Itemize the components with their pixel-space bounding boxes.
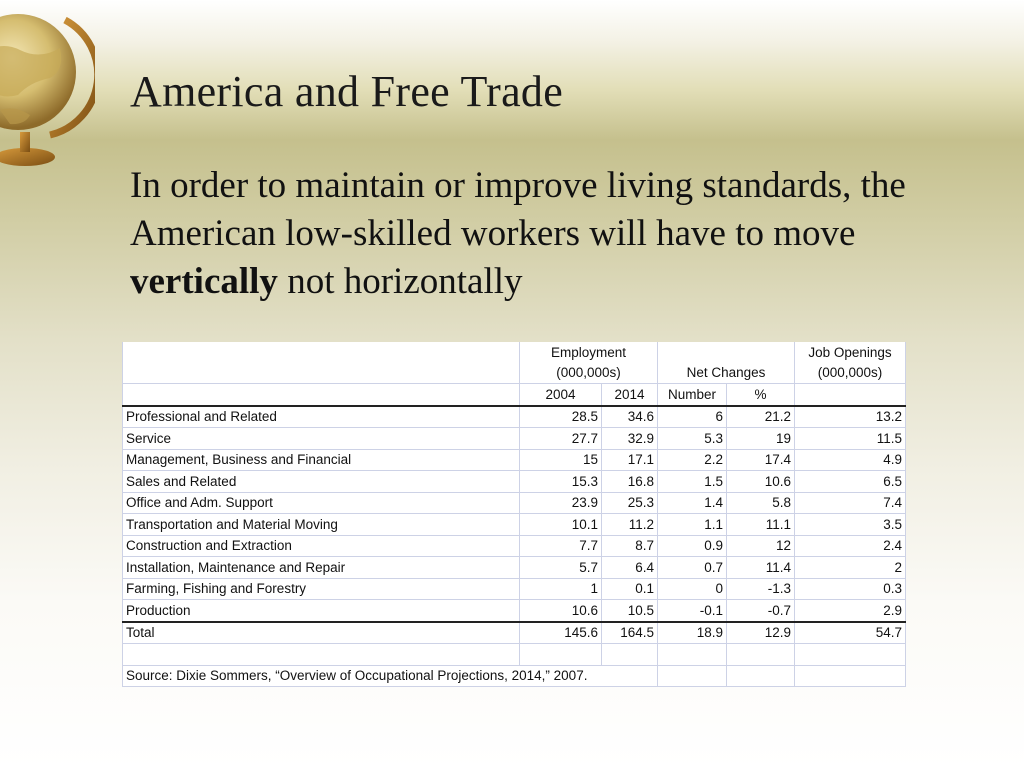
job-openings-value: 2.9 bbox=[794, 599, 906, 622]
employment-units-header: (000,000s) bbox=[519, 362, 658, 384]
total-row: Total 145.6 164.5 18.9 12.9 54.7 bbox=[122, 620, 906, 644]
net-change-number: 1.1 bbox=[657, 513, 727, 536]
slide-body-text: In order to maintain or improve living s… bbox=[130, 162, 930, 306]
value-2014: 16.8 bbox=[601, 470, 658, 493]
net-change-percent: -0.7 bbox=[726, 599, 795, 622]
table-row: Farming, Fishing and Forestry 1 0.1 0 -1.3 0.… bbox=[122, 577, 906, 600]
value-2004: 5.7 bbox=[519, 556, 602, 579]
occupation-label: Service bbox=[122, 427, 520, 450]
net-change-number: 2.2 bbox=[657, 448, 727, 471]
net-change-percent: 10.6 bbox=[726, 470, 795, 493]
job-openings-header: Job Openings bbox=[794, 342, 906, 363]
value-2014: 34.6 bbox=[601, 405, 658, 428]
value-2004: 15 bbox=[519, 448, 602, 471]
job-openings-units-header: (000,000s) bbox=[794, 362, 906, 384]
slide-title: America and Free Trade bbox=[130, 67, 564, 116]
value-2004: 7.7 bbox=[519, 534, 602, 557]
value-2014: 25.3 bbox=[601, 491, 658, 514]
total-percent: 12.9 bbox=[726, 620, 795, 644]
value-2014: 6.4 bbox=[601, 556, 658, 579]
net-change-percent: 11.4 bbox=[726, 556, 795, 579]
net-change-number: 1.4 bbox=[657, 491, 727, 514]
occupation-label: Construction and Extraction bbox=[122, 534, 520, 557]
net-change-percent: 17.4 bbox=[726, 448, 795, 471]
occupation-label: Office and Adm. Support bbox=[122, 491, 520, 514]
net-changes-header: Net Changes bbox=[657, 362, 795, 384]
occupation-label: Installation, Maintenance and Repair bbox=[122, 556, 520, 579]
table-header-row-1: Employment Job Openings bbox=[122, 342, 906, 363]
total-2014: 164.5 bbox=[601, 620, 658, 644]
net-change-number: 5.3 bbox=[657, 427, 727, 450]
employment-table: Employment Job Openings (000,000s) Net C… bbox=[122, 342, 906, 687]
job-openings-value: 13.2 bbox=[794, 405, 906, 428]
col-header-percent: % bbox=[726, 383, 795, 407]
total-openings: 54.7 bbox=[794, 620, 906, 644]
table-header-row-2: (000,000s) Net Changes (000,000s) bbox=[122, 362, 906, 384]
value-2004: 27.7 bbox=[519, 427, 602, 450]
body-text-end: not horizontally bbox=[277, 261, 523, 302]
value-2004: 23.9 bbox=[519, 491, 602, 514]
table-row: Sales and Related 15.3 16.8 1.5 10.6 6.5 bbox=[122, 470, 906, 493]
value-2014: 32.9 bbox=[601, 427, 658, 450]
occupation-label: Transportation and Material Moving bbox=[122, 513, 520, 536]
net-change-number: 6 bbox=[657, 405, 727, 428]
job-openings-value: 3.5 bbox=[794, 513, 906, 536]
body-text-start: In order to maintain or improve living s… bbox=[130, 165, 906, 254]
net-change-number: -0.1 bbox=[657, 599, 727, 622]
job-openings-value: 2 bbox=[794, 556, 906, 579]
value-2014: 11.2 bbox=[601, 513, 658, 536]
net-change-number: 0.9 bbox=[657, 534, 727, 557]
net-change-percent: 12 bbox=[726, 534, 795, 557]
total-label: Total bbox=[122, 620, 520, 644]
net-change-percent: 19 bbox=[726, 427, 795, 450]
job-openings-value: 0.3 bbox=[794, 577, 906, 600]
col-header-number: Number bbox=[657, 383, 727, 407]
value-2004: 1 bbox=[519, 577, 602, 600]
table-row: Construction and Extraction 7.7 8.7 0.9 12 2.… bbox=[122, 534, 906, 557]
value-2014: 10.5 bbox=[601, 599, 658, 622]
total-number: 18.9 bbox=[657, 620, 727, 644]
net-change-percent: 11.1 bbox=[726, 513, 795, 536]
job-openings-value: 11.5 bbox=[794, 427, 906, 450]
col-header-2014: 2014 bbox=[601, 383, 658, 407]
job-openings-value: 4.9 bbox=[794, 448, 906, 471]
occupation-label: Management, Business and Financial bbox=[122, 448, 520, 471]
col-header-2004: 2004 bbox=[519, 383, 602, 407]
table-header-row-3: 2004 2014 Number % bbox=[122, 383, 906, 407]
table-row: Professional and Related 28.5 34.6 6 21.2 13.… bbox=[122, 405, 906, 428]
job-openings-value: 6.5 bbox=[794, 470, 906, 493]
value-2014: 8.7 bbox=[601, 534, 658, 557]
occupation-label: Sales and Related bbox=[122, 470, 520, 493]
empty-row bbox=[122, 643, 906, 666]
table-row: Installation, Maintenance and Repair 5.7 6… bbox=[122, 556, 906, 579]
value-2004: 10.1 bbox=[519, 513, 602, 536]
total-2004: 145.6 bbox=[519, 620, 602, 644]
table-row: Transportation and Material Moving 10.1 11… bbox=[122, 513, 906, 536]
net-change-number: 1.5 bbox=[657, 470, 727, 493]
net-change-percent: 21.2 bbox=[726, 405, 795, 428]
globe-icon bbox=[0, 14, 95, 166]
value-2004: 28.5 bbox=[519, 405, 602, 428]
body-text-emphasis: vertically bbox=[130, 261, 278, 302]
table-row: Production 10.6 10.5 -0.1 -0.7 2.9 bbox=[122, 599, 906, 622]
value-2014: 0.1 bbox=[601, 577, 658, 600]
table-row: Management, Business and Financial 15 17.1… bbox=[122, 448, 906, 471]
source-row: Source: Dixie Sommers, “Overview of Occu… bbox=[122, 664, 906, 687]
net-change-number: 0.7 bbox=[657, 556, 727, 579]
table-row: Service 27.7 32.9 5.3 19 11.5 bbox=[122, 427, 906, 450]
occupation-label: Farming, Fishing and Forestry bbox=[122, 577, 520, 600]
value-2004: 10.6 bbox=[519, 599, 602, 622]
table-row: Office and Adm. Support 23.9 25.3 1.4 5.8 7.4 bbox=[122, 491, 906, 514]
occupation-label: Professional and Related bbox=[122, 405, 520, 428]
net-change-percent: 5.8 bbox=[726, 491, 795, 514]
source-note: Source: Dixie Sommers, “Overview of Occu… bbox=[122, 664, 658, 687]
value-2004: 15.3 bbox=[519, 470, 602, 493]
occupation-label: Production bbox=[122, 599, 520, 622]
net-change-percent: -1.3 bbox=[726, 577, 795, 600]
employment-header: Employment bbox=[519, 342, 658, 363]
job-openings-value: 2.4 bbox=[794, 534, 906, 557]
job-openings-value: 7.4 bbox=[794, 491, 906, 514]
value-2014: 17.1 bbox=[601, 448, 658, 471]
net-change-number: 0 bbox=[657, 577, 727, 600]
